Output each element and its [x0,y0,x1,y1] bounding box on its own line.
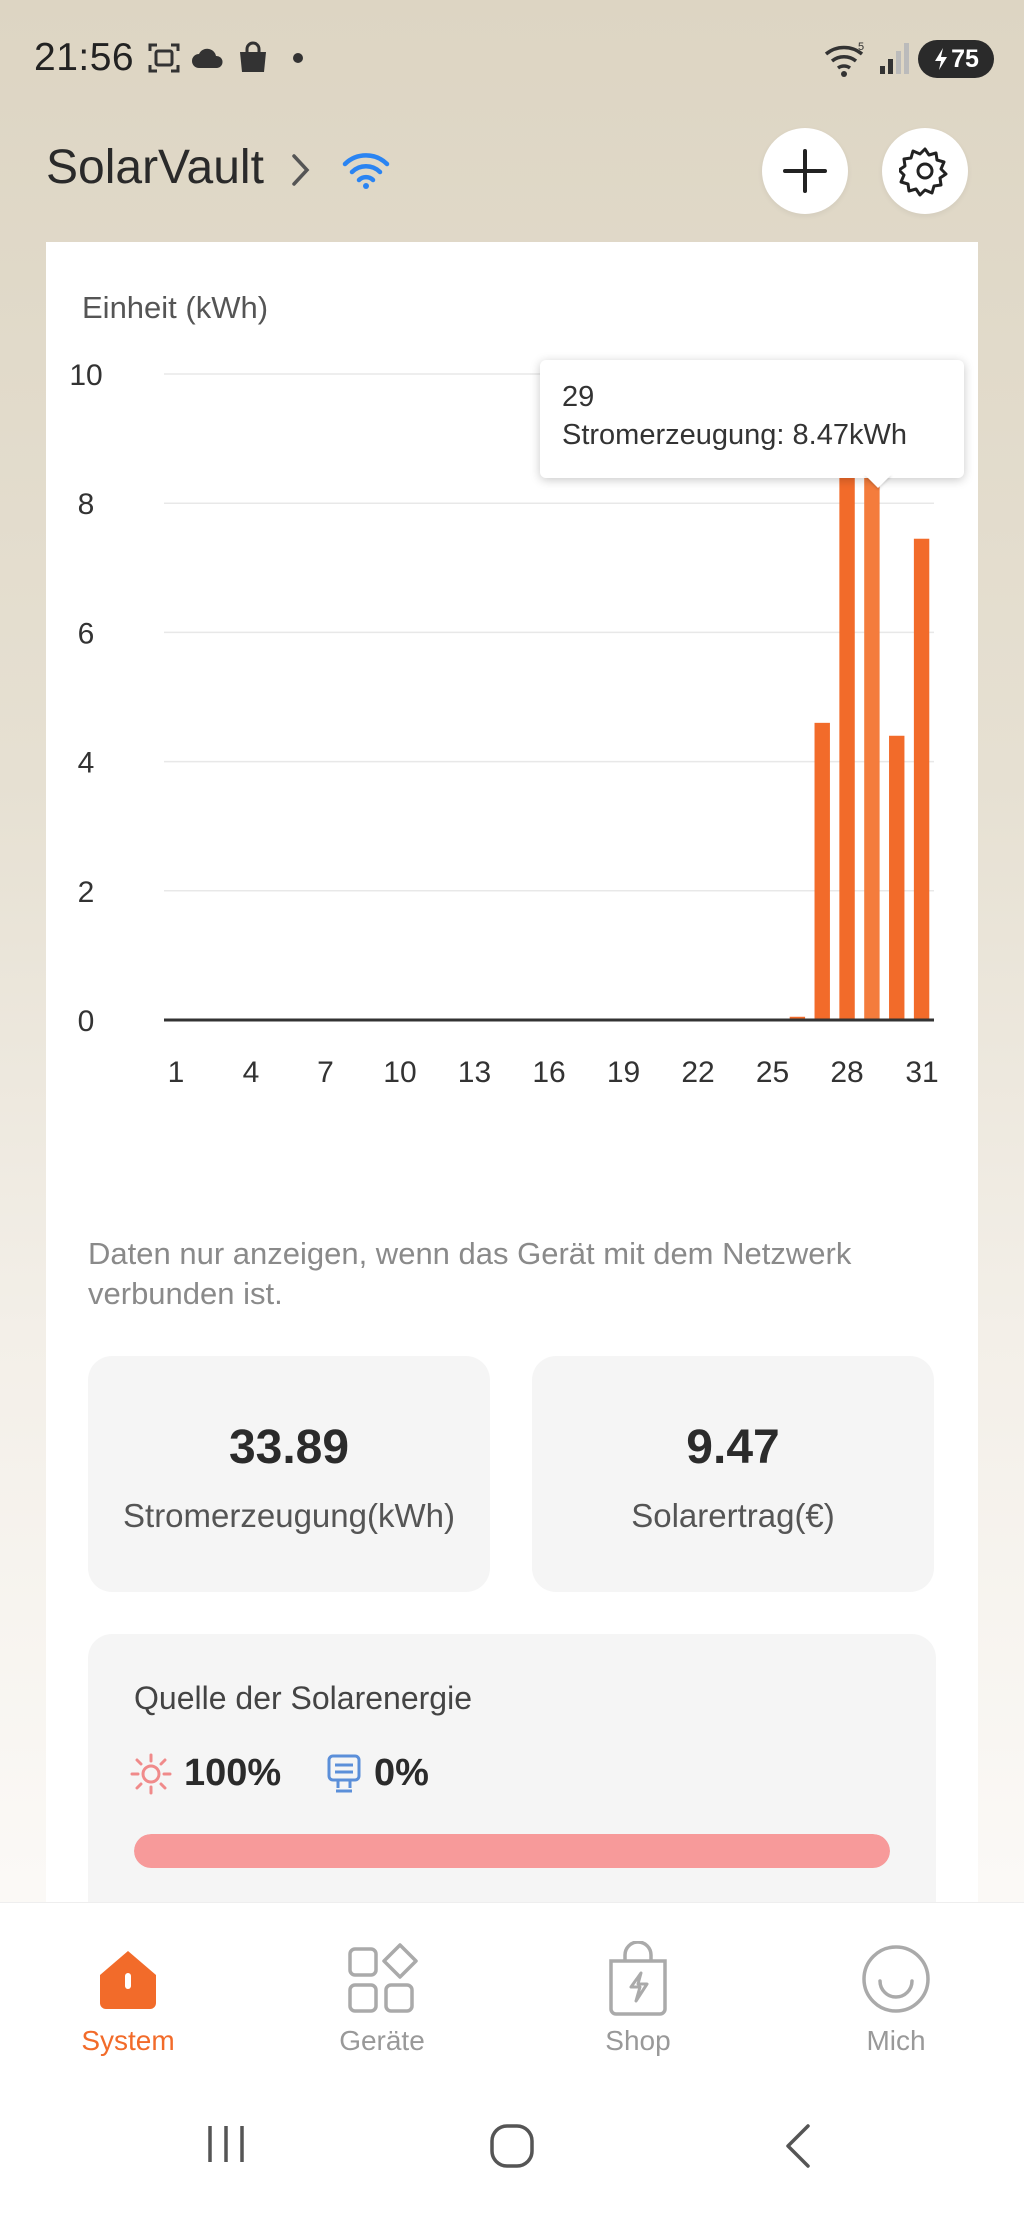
tooltip-day: 29 [562,381,595,413]
nav-me[interactable]: Mich [816,1939,976,2057]
y-tick-label: 8 [78,488,95,521]
sun-icon [130,1753,172,1794]
wifi-status-icon: 5 [824,41,864,77]
bar-day-31 [913,538,930,1020]
home-circle-icon[interactable] [488,2122,536,2170]
home-icon [100,1951,156,2009]
solar-source-title: Quelle der Solarenergie [134,1680,472,1716]
sun-percent: 100% [184,1752,282,1794]
y-tick-label: 10 [69,359,102,392]
status-bar: 21:56 5 75 [0,0,1024,116]
plus-icon [783,149,827,193]
status-time: 21:56 [34,36,135,79]
nav-label: System [81,2025,175,2056]
chevron-right-icon[interactable] [290,152,312,188]
wifi-connection-icon [342,153,390,189]
solar-source-progress-fill [134,1834,890,1868]
settings-button[interactable] [882,128,968,214]
nav-system[interactable]: System [48,1939,208,2057]
x-tick-label: 31 [905,1056,938,1089]
statistics-card: Einheit (kWh) 0 2 4 6 8 10 1 4 7 10 13 16 19 22 25 28 31… [46,242,978,1904]
x-tick-label: 25 [756,1056,789,1089]
device-title[interactable]: SolarVault [46,141,264,194]
signal-icon [880,43,909,74]
y-tick-label: 0 [78,1005,95,1038]
x-tick-label: 7 [317,1056,334,1089]
stat-value: 33.89 [228,1421,350,1474]
svg-text:5: 5 [858,41,864,53]
y-tick-label: 4 [78,747,95,780]
stat-label: Stromerzeugung(kWh) [123,1497,455,1534]
nav-shop[interactable]: Shop [558,1939,718,2057]
tooltip-arrow [864,474,892,488]
sun-source: 100% [130,1752,281,1795]
nav-label: Shop [605,2025,671,2056]
x-tick-label: 28 [830,1056,863,1089]
chart-unit-label: Einheit (kWh) [82,290,269,325]
cloud-icon [192,48,223,68]
bar-day-29 [864,472,880,1020]
shopping-bag-icon [240,41,266,72]
stat-label: Solarertrag(€) [631,1497,835,1534]
stat-power-generation: 33.89 Stromerzeugung(kWh) [88,1356,490,1592]
chart-tooltip: 29 Stromerzeugung: 8.47kWh [540,360,964,478]
gear-icon [899,147,948,197]
x-tick-label: 4 [243,1056,260,1089]
screenshot-icon [148,43,180,73]
grid-source: 0% [326,1752,429,1795]
shop-bag-icon [609,1941,667,2016]
nav-label: Geräte [339,2025,425,2056]
recent-apps-icon[interactable] [204,2122,248,2166]
stat-value: 9.47 [686,1421,780,1474]
battery-indicator: 75 [918,40,994,78]
smiley-icon [862,1945,930,2013]
grid-meter-icon [327,1754,361,1792]
bar-day-30 [889,735,905,1020]
y-tick-label: 2 [78,876,95,909]
battery-level: 75 [951,44,979,73]
nav-label: Mich [866,2025,926,2056]
x-tick-label: 10 [383,1056,416,1089]
tooltip-value: Stromerzeugung: 8.47kWh [562,419,907,451]
bar-day-27 [814,722,830,1020]
stat-solar-yield: 9.47 Solarertrag(€) [532,1356,934,1592]
nav-devices[interactable]: Geräte [302,1939,462,2057]
network-note: Daten nur anzeigen, wenn das Gerät mit d… [88,1236,852,1311]
x-tick-label: 19 [607,1056,640,1089]
devices-icon [348,1943,418,2013]
notification-dot-icon [293,53,303,63]
system-navigation-bar [0,2092,1024,2219]
bar-day-26 [789,1016,806,1020]
y-tick-label: 6 [78,617,95,650]
bar-day-28 [839,445,855,1020]
solar-source-progress [134,1834,890,1868]
add-button[interactable] [762,128,848,214]
x-tick-label: 16 [532,1056,565,1089]
solar-source-panel: Quelle der Solarenergie 100% 0% [88,1634,936,1904]
back-icon[interactable] [780,2122,816,2170]
x-tick-label: 22 [681,1056,714,1089]
x-tick-label: 13 [458,1056,491,1089]
grid-percent: 0% [374,1752,429,1794]
x-tick-label: 1 [168,1056,185,1089]
bottom-navigation: System Geräte Shop [0,1902,1024,2092]
battery-charging-icon [935,48,948,70]
energy-bar-chart[interactable]: 0 2 4 6 8 10 1 4 7 10 13 16 19 22 25 28 31 [46,342,978,1222]
